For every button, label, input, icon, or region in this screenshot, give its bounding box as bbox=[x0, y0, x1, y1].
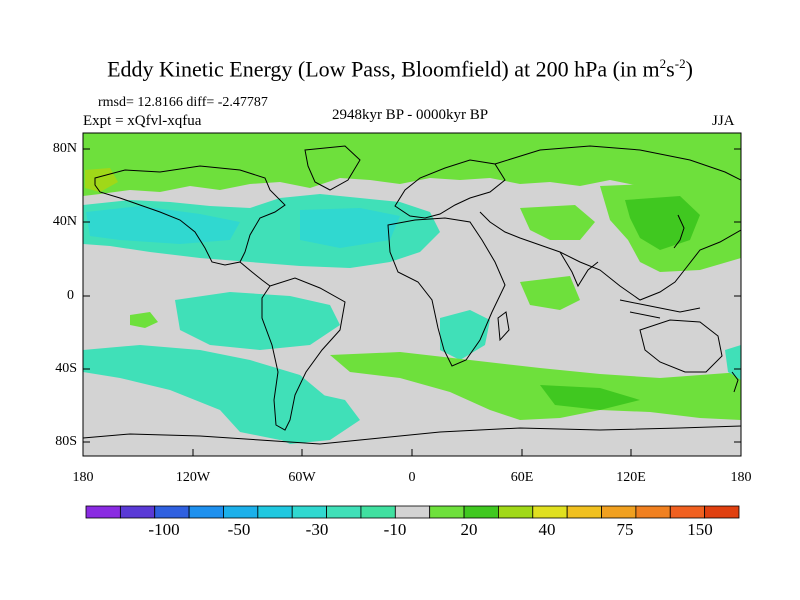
colorbar-box bbox=[188, 505, 224, 519]
colorbar-label: -10 bbox=[383, 520, 407, 539]
southern-green-dark bbox=[540, 385, 640, 410]
y-label-80n: 80N bbox=[52, 141, 77, 156]
colorbar-box bbox=[291, 505, 327, 519]
x-label-180e: 180 bbox=[730, 470, 752, 485]
south-cyan-2 bbox=[255, 390, 360, 444]
colorbar-box bbox=[566, 505, 602, 519]
season-label: JJA bbox=[712, 113, 735, 129]
tick-marks bbox=[83, 148, 741, 456]
colorbar-label: 150 bbox=[687, 520, 713, 539]
x-label-120e: 120E bbox=[616, 470, 646, 485]
colorbar-box bbox=[669, 505, 706, 519]
colorbar-label: 20 bbox=[460, 520, 478, 539]
colorbar-label: 75 bbox=[616, 520, 634, 539]
colorbar-box bbox=[635, 505, 671, 519]
chart-title: Eddy Kinetic Energy (Low Pass, Bloomfiel… bbox=[107, 56, 693, 82]
africa-cyan bbox=[440, 310, 490, 360]
colorbar-box bbox=[119, 505, 156, 519]
colorbar bbox=[85, 505, 740, 519]
colorbar-box bbox=[532, 505, 568, 519]
colorbar-box bbox=[394, 505, 431, 519]
coast-africa bbox=[387, 217, 506, 367]
colorbar-box bbox=[326, 505, 362, 519]
east-cyan bbox=[725, 345, 741, 380]
y-label-40n: 40N bbox=[52, 214, 77, 229]
coast-central-america bbox=[239, 261, 271, 287]
colorbar-label: -50 bbox=[227, 520, 251, 539]
colorbar-label: -100 bbox=[148, 520, 180, 539]
colorbar-box bbox=[601, 505, 637, 519]
colorbar-label: -30 bbox=[305, 520, 329, 539]
x-label-60w: 60W bbox=[288, 470, 316, 485]
stats-text: rmsd= 12.8166 diff= -2.47787 bbox=[98, 95, 268, 110]
coast-europe bbox=[394, 159, 506, 219]
coast-indonesia bbox=[619, 299, 701, 319]
coast-greenland bbox=[304, 145, 361, 191]
colorbar-label: 40 bbox=[538, 520, 556, 539]
coast-antarctica bbox=[83, 425, 741, 445]
coast-japan bbox=[673, 214, 685, 249]
colorbar-box bbox=[463, 505, 499, 519]
colorbar-box bbox=[429, 505, 465, 519]
atlantic-cyan-light-2 bbox=[300, 208, 400, 248]
indian-green bbox=[520, 276, 580, 310]
colorbar-box bbox=[223, 505, 259, 519]
experiment-label: Expt = xQfvl-xqfua bbox=[83, 113, 202, 129]
colorbar-box bbox=[360, 505, 396, 519]
colorbar-box bbox=[85, 505, 121, 519]
x-label-60e: 60E bbox=[510, 470, 534, 485]
coast-india bbox=[559, 251, 599, 288]
coast-south-america bbox=[261, 277, 346, 431]
coastlines bbox=[83, 145, 741, 445]
coast-madagascar bbox=[497, 311, 510, 342]
x-label-180w: 180 bbox=[72, 470, 94, 485]
period-label: 2948kyr BP - 0000kyr BP bbox=[331, 107, 489, 123]
colorbar-box bbox=[498, 505, 534, 519]
x-label-120w: 120W bbox=[175, 470, 211, 485]
y-label-80s: 80S bbox=[55, 434, 77, 449]
map-field bbox=[83, 133, 741, 456]
southern-green bbox=[330, 352, 741, 420]
x-label-0: 0 bbox=[408, 470, 416, 485]
coast-new-zealand bbox=[731, 371, 739, 393]
coast-asia bbox=[479, 145, 741, 301]
coast-australia bbox=[639, 319, 723, 373]
colorbar-box bbox=[154, 505, 190, 519]
arctic-green-band bbox=[83, 133, 741, 212]
colorbar-box bbox=[704, 505, 740, 519]
atlantic-cyan-light bbox=[86, 206, 240, 244]
y-label-40s: 40S bbox=[55, 361, 77, 376]
tropic-cyan bbox=[175, 292, 340, 350]
coast-north-america bbox=[94, 165, 286, 266]
asia-green bbox=[520, 205, 595, 240]
small-green-blob bbox=[130, 312, 158, 328]
y-label-0: 0 bbox=[67, 288, 74, 303]
colorbar-box bbox=[257, 505, 293, 519]
